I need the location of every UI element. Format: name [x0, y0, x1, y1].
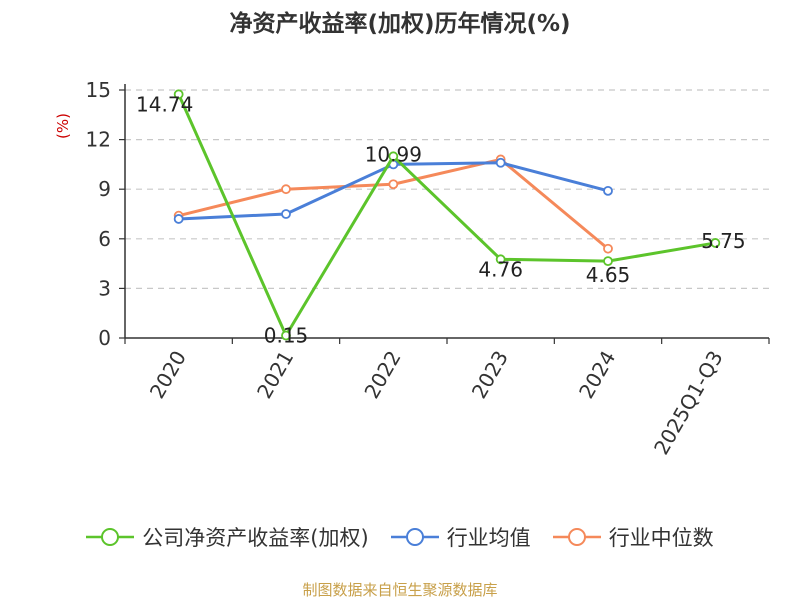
grid-layer	[125, 89, 769, 289]
axis-layer: 0 3 6 9 12 15 2020 2021 2022 2023 2024 2025Q1-Q3	[86, 78, 770, 459]
legend: 公司净资产收益率(加权) 行业均值 行业中位数	[0, 522, 800, 552]
data-point	[603, 185, 613, 196]
data-label: 14.74	[136, 92, 193, 116]
x-tick-label: 2023	[467, 347, 513, 403]
data-point	[495, 157, 506, 168]
data-point	[495, 254, 506, 265]
y-tick-label: 15	[86, 78, 111, 102]
y-tick-label: 0	[98, 326, 111, 350]
x-tick-label: 2022	[359, 347, 405, 403]
legend-item-industry-median[interactable]: 行业中位数	[552, 522, 714, 552]
data-label: 4.65	[586, 263, 631, 287]
legend-item-industry-mean[interactable]: 行业均值	[390, 522, 531, 552]
series-layer	[173, 89, 721, 341]
data-point	[281, 184, 291, 195]
data-label: 0.15	[264, 324, 309, 348]
series-line	[178, 161, 609, 221]
data-point	[388, 151, 399, 162]
data-point	[173, 89, 184, 100]
data-point	[603, 243, 613, 254]
legend-label: 行业中位数	[608, 526, 714, 550]
data-point	[388, 179, 399, 190]
data-point	[603, 256, 613, 267]
source-note: 制图数据来自恒生聚源数据库	[302, 581, 498, 599]
data-label: 5.75	[701, 229, 746, 253]
data-point	[281, 209, 291, 219]
legend-label: 公司净资产收益率(加权)	[142, 526, 369, 550]
series-line	[177, 93, 716, 338]
data-point	[281, 330, 291, 341]
data-label: 4.76	[478, 257, 523, 281]
legend-line-marker-icon	[86, 528, 135, 546]
legend-item-company[interactable]: 公司净资产收益率(加权)	[86, 522, 369, 552]
y-tick-label: 6	[98, 227, 111, 251]
legend-line-marker-icon	[552, 528, 601, 546]
y-tick-label: 9	[98, 177, 111, 201]
data-point	[710, 238, 721, 248]
x-tick-label: 2020	[145, 347, 191, 403]
x-tick-label: 2024	[574, 347, 620, 403]
y-tick-label: 3	[98, 276, 111, 300]
data-label: 10.99	[365, 142, 422, 166]
chart-title: 净资产收益率(加权)历年情况(%)	[229, 11, 571, 37]
legend-line-marker-icon	[390, 528, 439, 546]
x-tick-label: 2021	[252, 347, 298, 403]
y-axis-label: (%)	[54, 113, 72, 139]
x-tick-label: 2025Q1-Q3	[649, 347, 728, 459]
data-label-layer: 14.74 0.15 10.99 4.76 4.65 5.75	[136, 92, 746, 347]
data-point	[173, 214, 184, 224]
legend-label: 行业均值	[446, 526, 531, 550]
y-tick-label: 12	[86, 128, 111, 152]
